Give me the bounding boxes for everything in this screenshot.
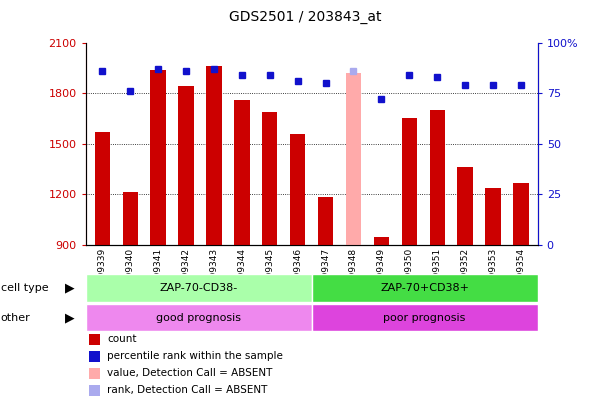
Text: value, Detection Call = ABSENT: value, Detection Call = ABSENT [107, 369, 273, 378]
Bar [262, 112, 277, 245]
Text: rank, Detection Call = ABSENT: rank, Detection Call = ABSENT [107, 386, 267, 395]
Bar [178, 86, 194, 245]
Text: poor prognosis: poor prognosis [384, 313, 466, 322]
Text: ZAP-70-CD38-: ZAP-70-CD38- [159, 283, 238, 293]
Bar [312, 304, 538, 331]
Text: ZAP-70+CD38+: ZAP-70+CD38+ [380, 283, 469, 293]
Bar [86, 274, 312, 302]
Text: good prognosis: good prognosis [156, 313, 241, 322]
Bar [430, 110, 445, 245]
Bar [513, 183, 529, 245]
Text: count: count [107, 335, 136, 344]
Bar [234, 100, 249, 245]
Bar [401, 118, 417, 245]
Bar [458, 167, 473, 245]
Text: ▶: ▶ [65, 281, 75, 294]
Bar [485, 188, 500, 245]
Bar [95, 132, 110, 245]
Bar [346, 73, 361, 245]
Bar [207, 66, 222, 245]
Text: percentile rank within the sample: percentile rank within the sample [107, 352, 283, 361]
Text: GDS2501 / 203843_at: GDS2501 / 203843_at [229, 10, 382, 24]
Bar [312, 274, 538, 302]
Bar [86, 304, 312, 331]
Text: ▶: ▶ [65, 311, 75, 324]
Text: other: other [1, 313, 31, 322]
Text: cell type: cell type [1, 283, 48, 293]
Bar [290, 134, 306, 245]
Bar [123, 192, 138, 245]
Bar [374, 237, 389, 245]
Bar [150, 70, 166, 245]
Bar [318, 197, 333, 245]
